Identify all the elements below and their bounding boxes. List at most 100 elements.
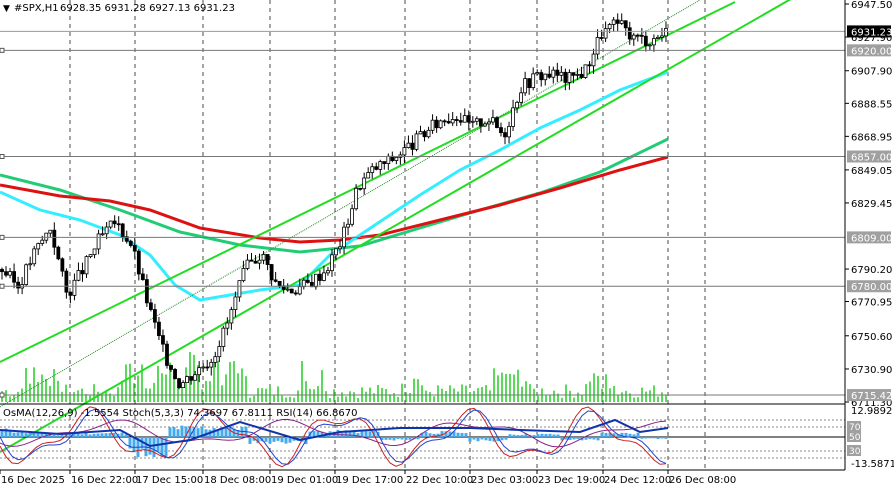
osma-bar	[60, 433, 64, 437]
osma-bar	[420, 432, 424, 437]
osma-bar	[108, 433, 112, 437]
candle-body	[547, 73, 552, 78]
osma-bar	[240, 426, 244, 437]
candle-body	[104, 226, 109, 235]
candle-body	[96, 233, 101, 250]
osma-bar	[316, 430, 320, 437]
osma-bar	[72, 433, 76, 437]
candle-body	[438, 120, 443, 129]
candle-body	[559, 71, 564, 76]
candle-body	[124, 236, 129, 242]
time-tick-label: 22 Dec 10:00	[406, 475, 473, 486]
osma-bar	[36, 433, 40, 437]
osma-bar	[168, 427, 172, 437]
price-tag-bg	[847, 44, 891, 57]
osma-bar	[56, 435, 60, 437]
candle-body	[507, 126, 511, 138]
candle-body	[169, 365, 173, 370]
level-handle	[0, 153, 5, 159]
candle-body	[330, 254, 334, 272]
osma-bar	[52, 434, 56, 437]
time-tick-label: 19 Dec 01:00	[271, 475, 338, 486]
candle-body	[402, 147, 407, 156]
osma-bar	[88, 434, 92, 437]
osma-bar	[4, 428, 8, 437]
candle-body	[535, 72, 540, 75]
osma-bar	[164, 437, 168, 457]
osma-bar	[40, 433, 44, 437]
candle-body	[354, 187, 359, 210]
osma-bar	[228, 425, 232, 437]
candle-body	[322, 272, 326, 281]
candle-body	[631, 34, 636, 40]
ind-level-tag-bg	[847, 421, 861, 432]
candle-body	[84, 256, 89, 275]
candle-body	[48, 229, 53, 234]
candle-body	[430, 119, 435, 131]
osma-bar	[216, 429, 220, 437]
osma-bar	[204, 429, 208, 437]
price-tick-label: 6868.95	[851, 132, 892, 143]
candle-body	[289, 288, 294, 294]
candle-body	[197, 367, 202, 376]
osma-bar	[128, 437, 132, 449]
candle-body	[24, 264, 29, 285]
trend-channel[interactable]	[0, 0, 845, 453]
price-tag-label: 6715.42	[851, 391, 892, 402]
candle-body	[627, 27, 632, 40]
price-tick-label: 6947.50	[851, 0, 892, 11]
candle-body	[148, 302, 153, 310]
candle-body	[450, 119, 455, 124]
candle-body	[201, 366, 206, 369]
channel-lower	[0, 0, 792, 453]
candle-body	[386, 155, 391, 164]
osma-bar	[520, 434, 524, 437]
osma-bar	[448, 431, 452, 437]
candle-body	[664, 28, 668, 37]
candle-body	[140, 273, 145, 280]
price-tag-label: 6809.00	[851, 233, 892, 244]
osma-bar	[436, 433, 440, 437]
candle-body	[466, 115, 471, 123]
candle-body	[595, 37, 600, 55]
candle-body	[36, 243, 41, 250]
osma-bar	[212, 427, 216, 437]
candle-body	[100, 233, 105, 236]
osma-bar	[320, 431, 324, 437]
osma-bar	[280, 437, 284, 443]
horizontal-levels[interactable]	[0, 30, 845, 398]
time-tick-label: 19 Dec 17:00	[336, 475, 403, 486]
candle-body	[209, 361, 214, 368]
price-axis[interactable]: 6947.50 6927.90 6907.90 6888.55 6868.95 6849.…	[845, 0, 892, 409]
current-price-tag-bg	[847, 25, 891, 38]
channel-mid	[0, 0, 701, 408]
candle-body	[519, 92, 524, 103]
ind-axis-top: 12.9892	[851, 406, 892, 417]
osma-bar	[608, 432, 612, 437]
osma-bar	[224, 427, 228, 437]
osma-bar	[584, 437, 588, 440]
candle-body	[60, 258, 65, 272]
osma-bar	[620, 432, 624, 437]
osma-bar	[132, 437, 136, 453]
candle-body	[394, 156, 399, 161]
candle-body	[382, 161, 387, 164]
candle-body	[487, 121, 491, 125]
osma-bar	[496, 437, 500, 442]
candle-body	[128, 240, 133, 246]
candle-body	[378, 161, 383, 170]
candle-body	[482, 123, 487, 127]
ind-level-tag: 30	[849, 447, 861, 457]
ind-level-tag: 50	[849, 433, 861, 443]
candle-body	[599, 37, 604, 39]
candle-body	[579, 73, 584, 78]
candle-body	[56, 246, 61, 260]
level-handle	[0, 392, 5, 398]
candle-body	[567, 72, 572, 83]
osma-bar	[368, 431, 372, 437]
candle-body	[116, 223, 121, 226]
price-tick-label: 6770.95	[851, 297, 892, 308]
osma-bar	[172, 426, 176, 437]
